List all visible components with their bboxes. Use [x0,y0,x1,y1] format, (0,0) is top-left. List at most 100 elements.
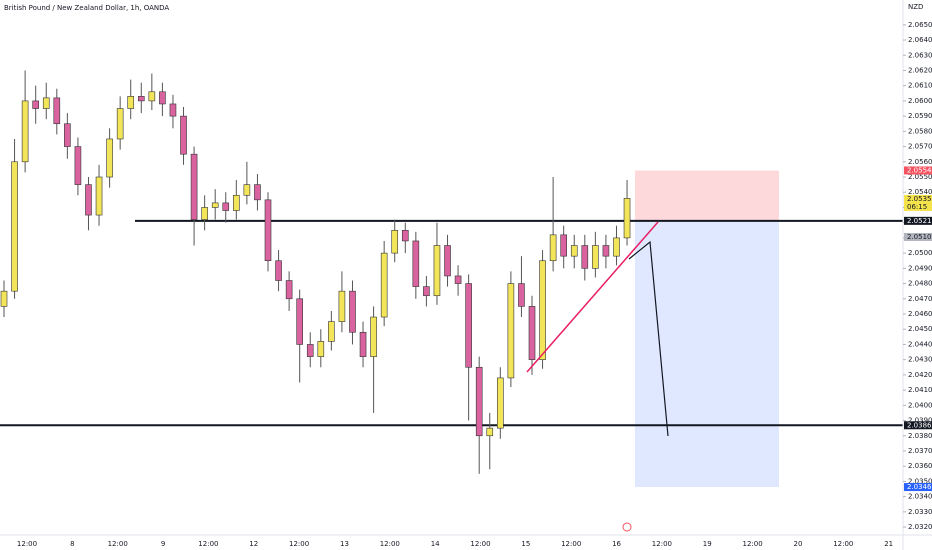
candle-body [159,91,166,105]
x-tick-label: 9 [161,540,165,548]
candles [0,70,631,474]
candle-body [285,280,293,300]
x-tick-label: 12:00 [743,540,763,548]
price-badge [904,166,932,175]
y-tick-label: 2.04200 [908,371,932,379]
y-tick-label: 2.05500 [908,173,932,181]
candle-body [570,245,578,257]
candle-body [190,153,198,220]
y-tick-label: 2.04500 [908,325,932,333]
y-tick-label: 2.06500 [908,21,932,29]
candle-body [11,161,18,292]
candle-body [380,252,388,318]
stop-zone [635,170,779,221]
candle-body [539,260,546,360]
y-tick-label: 2.03200 [908,523,932,531]
y-tick-label: 2.04800 [908,280,932,288]
candle-body [602,245,610,257]
candle-body [306,344,314,357]
candle-body [412,240,420,287]
x-tick-label: 12:00 [652,540,672,548]
y-tick-label: 2.05600 [908,158,932,166]
candle-body [486,427,494,437]
y-tick-label: 2.04600 [908,310,932,318]
y-tick-label: 2.05000 [908,249,932,257]
y-tick-label: 2.03800 [908,432,932,440]
x-tick-label: 12:00 [108,540,128,548]
y-tick-label: 2.06100 [908,82,932,90]
y-tick-label: 2.06300 [908,51,932,59]
x-tick-label: 21 [884,540,893,548]
currency: NZD [908,3,923,11]
candle-body [64,123,71,147]
event-icon[interactable] [622,522,632,532]
x-tick-label: 12:00 [289,540,309,548]
candle-body [560,234,567,257]
candle-body [233,194,240,211]
y-tick-label: 2.05800 [908,127,932,135]
candle-body [180,115,187,155]
drawings [0,170,903,488]
y-tick-label: 2.04900 [908,264,932,272]
candle-body [0,290,8,307]
countdown: 06:15 [907,203,927,211]
candle-body [137,96,145,102]
y-tick-label: 2.04300 [908,356,932,364]
candle-body [201,207,208,220]
projection-path [628,240,669,437]
candle-body [465,283,472,368]
x-tick-label: 12:00 [380,540,400,548]
y-tick-label: 2.04700 [908,295,932,303]
y-tick-label: 2.03600 [908,462,932,470]
y-tick-label: 2.05400 [908,188,932,196]
candle-body [423,286,430,297]
y-tick-label: 2.03900 [908,417,932,425]
candle-body [85,184,92,216]
candle-body [296,298,303,345]
candle-body [507,283,515,379]
candle-body [264,199,272,262]
candle-body [401,229,409,242]
candle-body [338,290,346,322]
candle-body [127,96,135,109]
price-badge [904,483,932,492]
candle-body [42,97,50,109]
candle-body [275,260,282,281]
candle-body [613,237,620,257]
candle-body [32,100,39,109]
x-tick-label: 20 [793,540,802,548]
price-badge-label: 2.03869 [907,421,932,429]
chart-title: British Pound / New Zealand Dollar, 1h, … [4,4,169,12]
x-tick-label: 12:00 [833,540,853,548]
price-badge-label: 2.05543 [907,166,932,174]
candle-body [592,245,599,269]
candle-body [623,198,631,239]
candle-body [475,366,483,437]
y-tick-label: 2.03700 [908,447,932,455]
price-badge-label: 2.05356 [907,195,932,203]
x-tick-label: 16 [612,540,621,548]
candle-body [148,91,156,102]
x-tick-label: 12 [249,540,258,548]
candle-body [53,97,61,125]
price-badge [904,216,932,225]
candle-body [254,184,261,201]
price-badge [904,194,932,211]
trend-line [526,221,659,373]
x-tick-label: 13 [340,540,349,548]
candle-body [211,202,219,208]
candle-body [106,138,113,178]
price-badge-label: 2.03463 [907,483,932,491]
axis: 2.06500 2.06400 2.06300 2.06200 2.06100 2.060… [17,21,932,548]
target-zone [635,220,779,488]
candle-body [581,245,589,269]
price-badge [904,232,932,241]
y-tick-label: 2.04400 [908,340,932,348]
price-badge [904,421,932,430]
x-tick-label: 19 [703,540,712,548]
candle-body [116,108,124,140]
candle-body [74,146,82,185]
y-tick-label: 2.06400 [908,36,932,44]
candle-body [95,176,103,216]
